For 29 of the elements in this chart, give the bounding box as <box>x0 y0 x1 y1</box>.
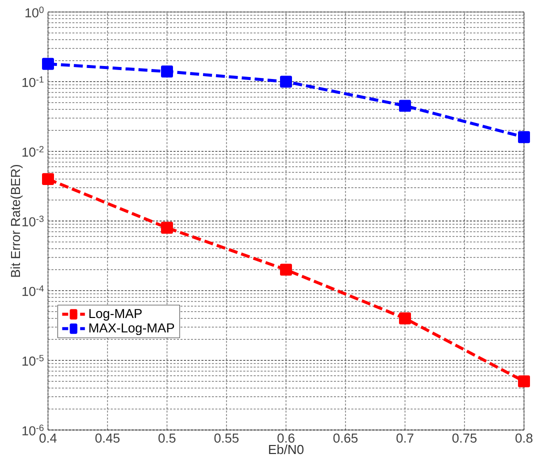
point <box>518 375 530 388</box>
x-tick-label: 0.75 <box>452 434 477 443</box>
y-tick-label: 10$^{-1}$ <box>22 76 44 88</box>
y-tick-label: 10$^{-5}$ <box>22 354 44 366</box>
point <box>280 264 292 276</box>
x-tick-label: 0.65 <box>333 434 358 443</box>
y-tick-label: 10$^{0}$ <box>26 6 44 18</box>
x-tick-label: 0.5 <box>158 434 176 443</box>
point <box>518 131 530 144</box>
point <box>399 100 411 112</box>
x-tick-label: 0.7 <box>396 434 414 443</box>
point <box>42 58 54 70</box>
x-tick-label: 0.55 <box>214 434 239 443</box>
y-tick-label: 10$^{-4}$ <box>22 285 44 296</box>
y-axis-title: Bit Error Rate(BER) <box>10 164 23 277</box>
x-tick-label: 0.45 <box>95 434 120 443</box>
x-tick-label: 0.6 <box>278 434 294 443</box>
x-tick-label: 0.4 <box>40 434 57 443</box>
point <box>161 222 173 234</box>
y-tick-label: 10$^{-3}$ <box>22 216 44 226</box>
point <box>280 76 292 88</box>
point <box>42 173 54 186</box>
point <box>161 66 173 78</box>
x-axis-title: Eb/N0 <box>269 444 304 454</box>
point <box>399 312 411 324</box>
x-tick-label: 0.8 <box>516 434 532 443</box>
legend-label: Log-MAP <box>89 309 142 321</box>
y-tick-label: 10$^{-2}$ <box>22 146 44 157</box>
legend-label: MAX-Log-MAP <box>89 323 174 336</box>
